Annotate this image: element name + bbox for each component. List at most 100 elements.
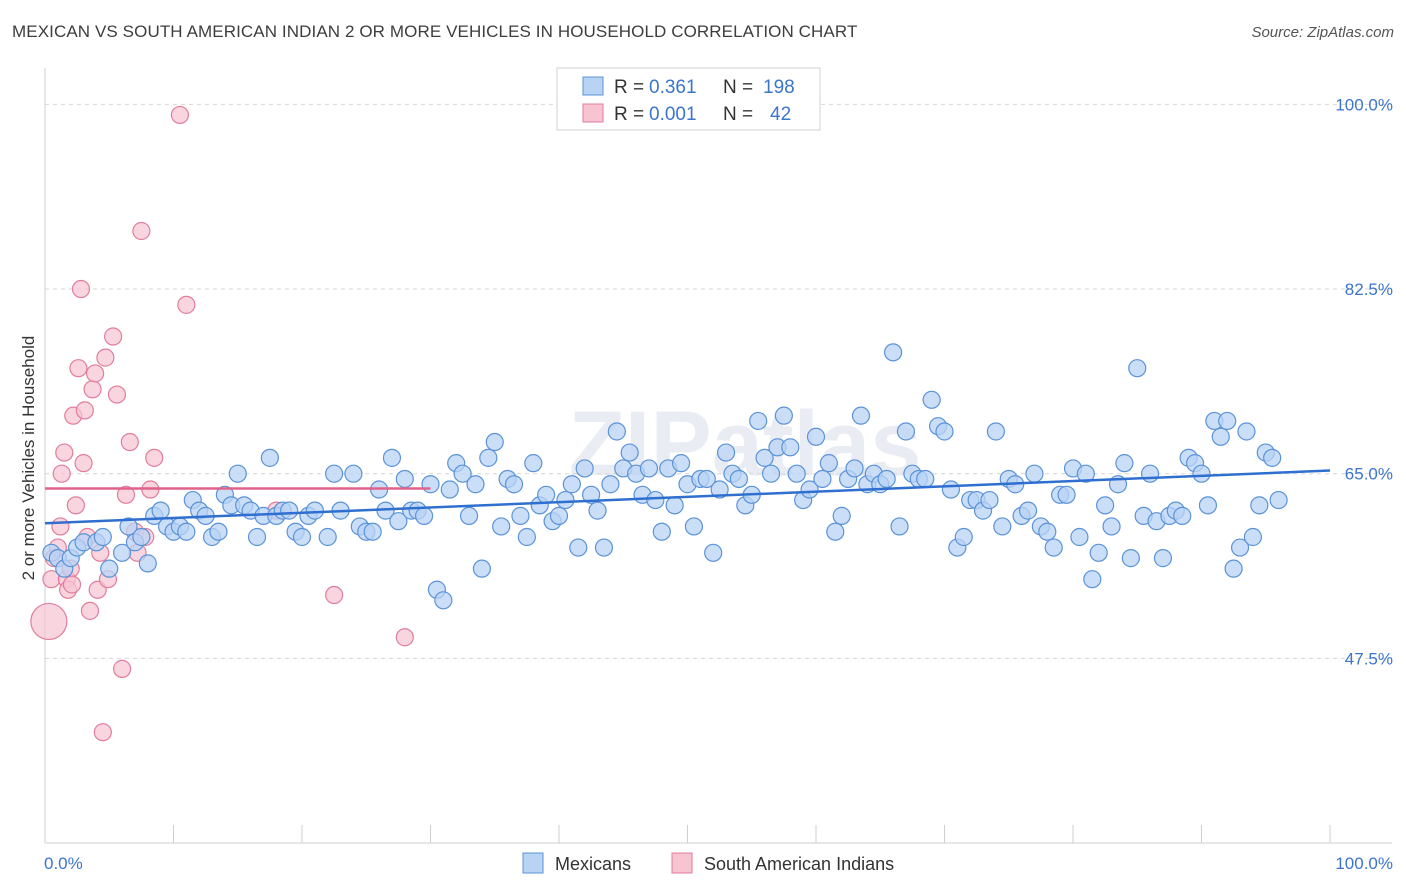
- mexicans-point: [800, 480, 819, 499]
- mexicans-point: [260, 448, 279, 467]
- mexicans-point: [1044, 538, 1063, 557]
- mexicans-point: [517, 527, 536, 547]
- legend-n-value-2: 42: [770, 104, 791, 125]
- mexicans-point: [787, 464, 806, 483]
- legend-n-label-2: N =: [723, 104, 753, 125]
- mexicans-point: [710, 480, 729, 499]
- mexicans-point: [832, 506, 851, 525]
- mexicans-point: [389, 512, 408, 531]
- mexicans-point: [845, 459, 864, 478]
- mexicans-point: [1218, 411, 1237, 431]
- mexicans-point: [363, 522, 382, 541]
- mexicans-point: [594, 538, 614, 557]
- mexicans-point: [151, 501, 170, 520]
- mexicans-point: [119, 517, 138, 536]
- mexicans-point: [935, 422, 954, 441]
- mexicans-point: [582, 485, 601, 504]
- mexicans-point: [890, 517, 909, 536]
- mexicans-point: [1096, 496, 1115, 515]
- x-tick-labels: 0.0% 100.0%: [44, 854, 1393, 873]
- south-american-indians-point: [177, 295, 196, 314]
- mexicans-point: [588, 501, 607, 520]
- mexicans-point: [986, 422, 1006, 441]
- mexicans-point: [395, 469, 414, 489]
- legend-r-label-2: R =: [614, 104, 644, 125]
- south-american-indians-point: [74, 454, 93, 473]
- mexicans-point: [646, 490, 665, 510]
- south-american-indians-points: [30, 105, 414, 742]
- y-tick-label-0: 47.5%: [1345, 649, 1393, 668]
- south-american-indians-point: [116, 485, 136, 504]
- mexicans-point: [620, 443, 639, 462]
- mexicans-point: [639, 459, 659, 478]
- south-american-indians-point: [104, 327, 123, 346]
- mexicans-point: [421, 475, 440, 494]
- south-american-indians-point: [80, 601, 100, 620]
- mexicans-point: [344, 464, 363, 483]
- mexicans-point: [453, 464, 472, 483]
- south-american-indians-point: [52, 464, 71, 483]
- mexicans-point: [1173, 506, 1192, 525]
- mexicans-point: [922, 390, 941, 409]
- mexicans-point: [652, 522, 671, 541]
- mexicans-point: [819, 454, 838, 473]
- bottom-legend-label-mexicans: Mexicans: [555, 854, 631, 874]
- mexicans-point: [1224, 559, 1243, 578]
- mexicans-point: [671, 454, 691, 473]
- south-american-indians-point: [55, 443, 74, 462]
- series-legend: Mexicans South American Indians: [522, 852, 894, 874]
- mexicans-point: [954, 527, 973, 547]
- x-tick-label-0: 0.0%: [44, 854, 83, 873]
- south-american-indians-point: [132, 221, 151, 241]
- mexicans-point: [177, 522, 196, 541]
- mexicans-point: [537, 485, 556, 504]
- mexicans-point: [1089, 543, 1108, 562]
- mexicans-point: [325, 464, 344, 483]
- mexicans-point: [665, 496, 684, 515]
- mexicans-point: [980, 490, 999, 510]
- mexicans-point: [1250, 496, 1269, 515]
- mexicans-point: [1057, 485, 1076, 504]
- mexicans-point: [440, 480, 459, 499]
- mexicans-point: [749, 411, 768, 431]
- mexicans-point: [292, 527, 312, 547]
- x-tick-label-1: 100.0%: [1335, 854, 1393, 873]
- mexicans-point: [247, 527, 267, 547]
- mexicans-point: [504, 475, 524, 494]
- y-axis-label: 2 or more Vehicles in Household: [19, 336, 38, 581]
- south-american-indians-point: [395, 628, 414, 647]
- legend-n-value-1: 198: [763, 77, 795, 98]
- mexicans-point: [209, 522, 228, 541]
- legend-r-value-2: 0.001: [649, 104, 697, 125]
- axes: [44, 68, 1392, 844]
- mexicans-point: [466, 475, 485, 494]
- stats-legend: R = 0.361 N = 198 R = 0.001 N = 42: [556, 67, 821, 131]
- mexicans-point: [1076, 464, 1095, 483]
- mexicans-point: [228, 464, 247, 483]
- mexicans-point: [729, 469, 749, 489]
- mexicans-point: [1128, 359, 1147, 378]
- mexicans-point: [434, 591, 453, 610]
- mexicans-point: [601, 475, 620, 494]
- y-tick-label-3: 100.0%: [1335, 95, 1393, 114]
- mexicans-point: [1102, 517, 1121, 536]
- gridlines: [45, 103, 1392, 659]
- mexicans-point: [556, 490, 575, 510]
- south-american-indians-point: [62, 575, 82, 594]
- mexicans-point: [1230, 538, 1250, 557]
- south-american-indians-point: [69, 359, 88, 378]
- south-american-indians-point: [93, 723, 112, 742]
- south-american-indians-point: [112, 659, 132, 678]
- south-american-indians-point: [75, 401, 94, 420]
- bottom-legend-swatch-mexicans: [522, 852, 544, 874]
- mexicans-point: [941, 480, 961, 499]
- mexicans-point: [1211, 427, 1230, 446]
- south-american-indians-point: [66, 496, 85, 515]
- mexicans-point: [1243, 527, 1263, 547]
- mexicans-point: [1237, 422, 1256, 441]
- mexicans-point: [1018, 501, 1038, 520]
- mexicans-point: [1070, 527, 1089, 547]
- mexicans-point: [813, 469, 832, 489]
- mexicans-point: [716, 443, 736, 462]
